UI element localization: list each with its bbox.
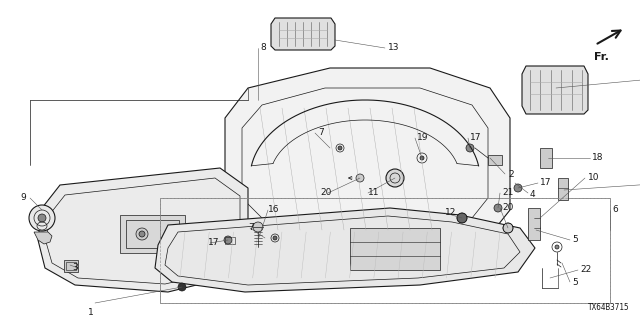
Text: 1: 1: [88, 308, 93, 317]
Text: 5: 5: [572, 278, 578, 287]
Bar: [66, 262, 76, 270]
Ellipse shape: [338, 146, 342, 150]
Ellipse shape: [466, 144, 474, 152]
Text: Fr.: Fr.: [594, 52, 609, 62]
Ellipse shape: [273, 236, 277, 240]
Text: 19: 19: [417, 133, 429, 142]
Ellipse shape: [503, 223, 513, 233]
Ellipse shape: [224, 236, 232, 244]
Polygon shape: [34, 232, 52, 244]
Text: 3: 3: [72, 263, 77, 272]
Text: 11: 11: [368, 188, 380, 197]
Text: 12: 12: [445, 208, 456, 217]
Polygon shape: [522, 66, 588, 114]
Text: 7: 7: [318, 128, 324, 137]
Bar: [488, 155, 502, 165]
Ellipse shape: [356, 174, 364, 182]
Ellipse shape: [253, 222, 263, 232]
Bar: [64, 260, 78, 272]
Text: 8: 8: [260, 43, 266, 52]
Text: 17: 17: [208, 238, 220, 247]
Bar: [528, 208, 540, 240]
Ellipse shape: [457, 213, 467, 223]
Polygon shape: [271, 18, 335, 50]
Ellipse shape: [386, 169, 404, 187]
Text: 17: 17: [470, 133, 481, 142]
Ellipse shape: [178, 283, 186, 291]
Text: 6: 6: [612, 205, 618, 214]
Text: 2: 2: [508, 170, 514, 179]
Text: 13: 13: [388, 43, 399, 52]
Bar: [350, 228, 440, 270]
Text: 10: 10: [588, 173, 600, 182]
Text: 7: 7: [248, 223, 253, 232]
Ellipse shape: [420, 156, 424, 160]
Bar: [558, 178, 568, 200]
Text: 17: 17: [540, 178, 552, 187]
Text: 21: 21: [502, 188, 513, 197]
Polygon shape: [155, 208, 535, 292]
Bar: [160, 198, 610, 303]
Ellipse shape: [139, 231, 145, 237]
Text: 22: 22: [580, 265, 591, 274]
Text: 5: 5: [572, 235, 578, 244]
Ellipse shape: [38, 214, 46, 222]
Text: 20: 20: [502, 203, 513, 212]
Ellipse shape: [555, 245, 559, 249]
Text: 18: 18: [592, 153, 604, 162]
Ellipse shape: [534, 226, 538, 230]
Ellipse shape: [494, 204, 502, 212]
Bar: [120, 215, 185, 253]
Text: TX64B3715: TX64B3715: [588, 303, 630, 312]
Bar: [540, 148, 552, 168]
Ellipse shape: [136, 228, 148, 240]
Ellipse shape: [514, 184, 522, 192]
Polygon shape: [38, 168, 248, 292]
Text: 20: 20: [320, 188, 332, 197]
Polygon shape: [225, 68, 510, 258]
Text: 9: 9: [20, 193, 26, 202]
Text: 16: 16: [268, 205, 280, 214]
Text: 4: 4: [530, 190, 536, 199]
Bar: [225, 237, 235, 244]
Ellipse shape: [29, 205, 55, 231]
Bar: [126, 220, 179, 248]
